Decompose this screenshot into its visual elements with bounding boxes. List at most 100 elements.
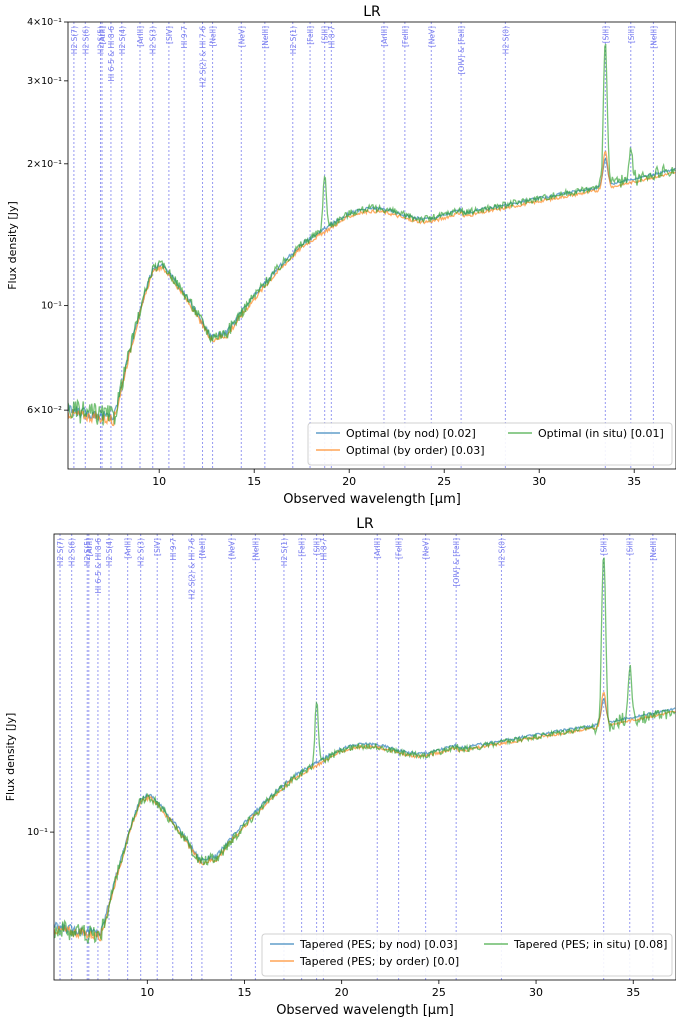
y-tick-label: 3×10⁻¹: [27, 76, 62, 87]
line-marker-label: H2 S(4): [118, 26, 127, 54]
line-marker-label: [OIV] & [FeII]: [457, 26, 466, 75]
line-marker-label: [NeII]: [198, 538, 207, 559]
x-tick-label: 15: [247, 475, 261, 488]
line-marker-label: [SiII]: [626, 538, 635, 555]
line-marker-label: [ArIII]: [380, 26, 389, 47]
line-marker-label: HI 9-7: [180, 26, 189, 49]
x-tick-label: 30: [529, 986, 543, 999]
y-axis-label: Flux density [Jy]: [4, 713, 17, 802]
x-tick-label: 10: [152, 475, 166, 488]
chart-svg: LR H2 S(7) H2 S(6) H2 S(5)[ArII] HI 6-5 & HI…: [6, 4, 676, 507]
legend-box: [307, 422, 673, 466]
line-marker-label: HI 8-7: [319, 538, 328, 561]
chart-panel-top: LR H2 S(7) H2 S(6) H2 S(5) [ArII] HI 6-5 & HI…: [0, 0, 676, 510]
line-marker-label: H2 S(1): [280, 538, 289, 566]
x-axis-label: Observed wavelength [μm]: [276, 1003, 454, 1018]
x-tick-label: 20: [342, 475, 356, 488]
x-tick-label: 35: [626, 986, 640, 999]
line-marker-label: [NeII]: [209, 26, 218, 47]
line-marker-label: HI 6-5 & HI 8-6: [107, 26, 116, 82]
plot-frame: [67, 21, 676, 470]
series-line: [68, 156, 676, 423]
line-marker-label: H2 S(0): [501, 26, 510, 54]
y-axis-label: Flux density [Jy]: [6, 201, 19, 290]
line-marker-label: HI 8-7: [327, 26, 336, 49]
line-marker-label: [ArIII]: [136, 26, 145, 47]
line-marker-label: [SIII]: [601, 26, 610, 43]
line-marker-label: HI 6-5 & HI 8-6: [94, 538, 103, 594]
line-marker-label: H2 S(7): [70, 26, 79, 54]
line-marker-label: [ArII]: [98, 26, 107, 45]
line-marker-label: [NeV]: [227, 538, 236, 559]
line-marker-label: [FeII]: [298, 538, 307, 557]
x-axis-label: Observed wavelength [μm]: [283, 492, 461, 507]
line-markers: H2 S(7) H2 S(6) H2 S(5)[ArII] HI 6-5 & HI 8…: [56, 534, 658, 980]
line-markers: H2 S(7) H2 S(6) H2 S(5)[ArII] HI 6-5 & HI 8…: [70, 22, 658, 469]
line-marker-label: [SiII]: [627, 26, 636, 43]
line-marker-label: H2 S(2) & HI 7-6: [188, 538, 197, 600]
line-marker-label: [SIII]: [313, 538, 322, 555]
series-group: [54, 557, 676, 944]
line-marker-label: H2 S(1): [289, 26, 298, 54]
line-marker-label: [ArIII]: [373, 538, 382, 559]
line-marker-label: [SIII]: [321, 26, 330, 43]
legend-label: Tapered (PES; in situ) [0.08]: [513, 938, 667, 951]
line-marker-label: [ArIII]: [124, 538, 133, 559]
line-marker-label: H2 S(0): [497, 538, 506, 566]
line-marker-label: [NeIII]: [649, 26, 658, 49]
line-marker-label: [NeV]: [427, 26, 436, 47]
line-marker-label: H2 S(4): [105, 538, 114, 566]
line-marker-label: [SIV]: [153, 538, 162, 556]
x-tick-label: 25: [432, 986, 446, 999]
line-marker-label: [SIII]: [600, 538, 609, 555]
line-marker-label: H2 S(5): [83, 538, 92, 566]
series-line: [54, 697, 676, 939]
y-tick-label: 10⁻¹: [41, 301, 62, 312]
legend-box: [261, 933, 673, 977]
line-marker-label: H2 S(2) & HI 7-6: [199, 26, 208, 88]
chart-svg: LR H2 S(7) H2 S(6) H2 S(5)[ArII] HI 6-5 & HI…: [4, 516, 676, 1018]
legend-label: Tapered (PES; by order) [0.0]: [299, 955, 459, 968]
line-marker-label: H2 S(3): [137, 538, 146, 566]
chart-panel-bottom: LR H2 S(7) H2 S(6) H2 S(5) [ArII] HI 6-5 & HI…: [0, 512, 676, 1021]
line-marker-label: [NeV]: [237, 26, 246, 47]
line-marker-label: HI 9-7: [169, 538, 178, 561]
legend: Tapered (PES; by nod) [0.03] Tapered (PES…: [261, 933, 673, 977]
chart-title: LR: [356, 516, 374, 532]
x-tick-label: 10: [140, 986, 154, 999]
y-tick-label: 4×10⁻¹: [27, 17, 62, 28]
series-group: [68, 43, 676, 427]
line-marker-label: [NeIII]: [251, 538, 260, 561]
line-marker-label: [NeV]: [422, 538, 431, 559]
y-tick-label: 10⁻¹: [27, 827, 48, 838]
legend: Optimal (by nod) [0.02] Optimal (by order…: [307, 422, 673, 466]
line-marker-label: [NeIII]: [261, 26, 270, 49]
x-tick-label: 30: [532, 475, 546, 488]
legend-label: Optimal (by order) [0.03]: [346, 444, 485, 457]
line-marker-label: [FeIII]: [395, 538, 404, 559]
chart-title: LR: [363, 4, 381, 20]
legend-label: Optimal (in situ) [0.01]: [538, 427, 664, 440]
line-marker-label: H2 S(6): [68, 538, 77, 566]
x-tick-label: 25: [437, 475, 451, 488]
x-tick-label: 35: [627, 475, 641, 488]
series-line: [54, 691, 676, 942]
x-tick-label: 20: [335, 986, 349, 999]
line-marker-label: [OIV] & [FeII]: [452, 538, 461, 587]
line-marker-label: H2 S(5): [96, 26, 105, 54]
line-marker-label: [FeIII]: [401, 26, 410, 47]
line-marker-label: H2 S(6): [81, 26, 90, 54]
plot-frame: [53, 533, 676, 981]
series-line: [54, 557, 676, 944]
x-tick-label: 15: [237, 986, 251, 999]
line-marker-label: [FeII]: [306, 26, 315, 45]
y-tick-label: 6×10⁻²: [27, 405, 62, 416]
y-tick-label: 2×10⁻¹: [27, 159, 62, 170]
line-marker-label: [ArII]: [85, 538, 94, 557]
line-marker-label: [NeIII]: [649, 538, 658, 561]
series-line: [68, 43, 676, 426]
legend-label: Optimal (by nod) [0.02]: [346, 427, 476, 440]
line-marker-label: H2 S(7): [56, 538, 65, 566]
line-marker-label: [SIV]: [165, 26, 174, 44]
line-marker-label: H2 S(3): [149, 26, 158, 54]
